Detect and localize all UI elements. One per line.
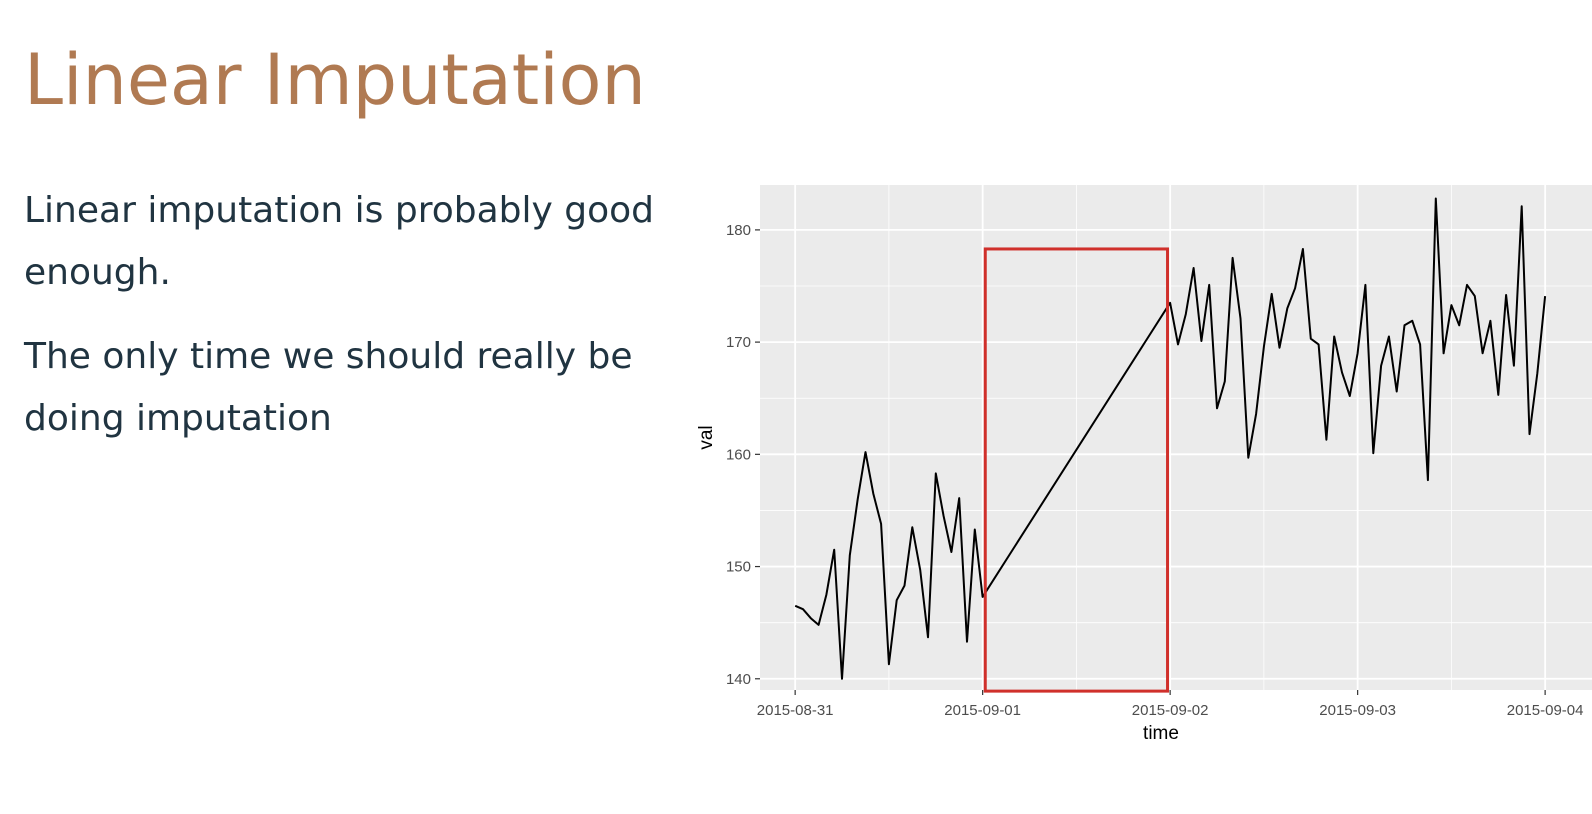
y-tick-label: 170 (726, 334, 751, 351)
x-tick-label: 2015-09-02 (1132, 702, 1209, 719)
chart-svg: 140 150 160 170 180 2015-08-31 2015-09-01 2015-… (696, 185, 1592, 744)
y-tick-label: 160 (726, 446, 751, 463)
x-tick-label: 2015-08-31 (757, 702, 834, 719)
x-tick-label: 2015-09-04 (1507, 702, 1584, 719)
plot-panel (760, 185, 1592, 690)
time-series-chart: 140 150 160 170 180 2015-08-31 2015-09-01 2015-… (690, 180, 1592, 750)
series-line (794, 197, 1547, 680)
slide-body: Linear imputation is probably good enoug… (24, 180, 674, 472)
x-tick-label: 2015-09-01 (944, 702, 1021, 719)
y-tick-label: 140 (726, 671, 751, 688)
x-axis-title: time (1143, 723, 1179, 744)
body-paragraph: The only time we should really be doing … (24, 336, 633, 439)
highlight-box (983, 247, 1170, 693)
slide-title: Linear Imputation (24, 39, 646, 121)
x-tick-label: 2015-09-03 (1319, 702, 1396, 719)
body-paragraph: Linear imputation is probably good enoug… (24, 190, 654, 293)
y-tick-label: 180 (726, 222, 751, 239)
y-tick-label: 150 (726, 559, 751, 576)
y-axis-title: val (696, 425, 717, 449)
